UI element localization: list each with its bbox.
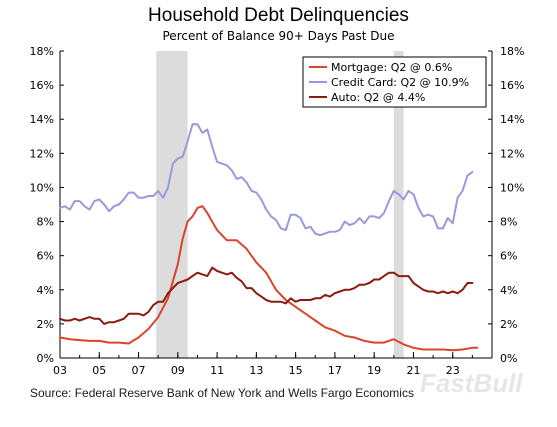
y-tick-label-left: 0% [37, 352, 54, 365]
x-tick-label: 09 [171, 364, 185, 377]
legend-label-3: Auto: Q2 @ 4.4% [331, 91, 425, 104]
x-tick-label: 13 [249, 364, 263, 377]
y-tick-label-right: 2% [500, 318, 517, 331]
y-tick-label-right: 16% [500, 79, 524, 92]
axes: 0% 0% 2% 2% 4% 4% 6% 6% 8% 8% 10% 10% 12% 12% 14% 14% 16… [30, 45, 525, 377]
y-tick-label-right: 18% [500, 45, 524, 58]
x-tick-label: 21 [406, 364, 420, 377]
watermark-logo: FastBull [420, 368, 523, 398]
x-tick-label: 23 [446, 364, 460, 377]
y-tick-label-left: 16% [30, 79, 54, 92]
x-tick-label: 15 [289, 364, 303, 377]
y-tick-label-left: 8% [37, 216, 54, 229]
y-tick-label-right: 10% [500, 181, 524, 194]
x-tick-label: 05 [92, 364, 106, 377]
x-tick-label: 03 [53, 364, 67, 377]
legend-label-1: Mortgage: Q2 @ 0.6% [331, 61, 452, 74]
chart-source-note: Source: Federal Reserve Bank of New York… [30, 386, 414, 400]
series-line-2 [59, 123, 474, 237]
legend-box [302, 56, 487, 108]
y-tick-label-left: 14% [30, 113, 54, 126]
y-tick-label-right: 4% [500, 284, 517, 297]
y-tick-label-left: 18% [30, 45, 54, 58]
recession-shading-layer [156, 51, 404, 358]
series-lines [59, 123, 479, 352]
legend-label-2: Credit Card: Q2 @ 10.9% [331, 76, 469, 89]
x-tick-label: 07 [132, 364, 146, 377]
y-tick-label-left: 2% [37, 318, 54, 331]
y-tick-label-left: 6% [37, 250, 54, 263]
y-tick-label-left: 4% [37, 284, 54, 297]
chart-subtitle: Percent of Balance 90+ Days Past Due [162, 29, 395, 43]
y-tick-label-left: 10% [30, 181, 54, 194]
y-tick-label-right: 0% [500, 352, 517, 365]
x-tick-label: 17 [328, 364, 342, 377]
y-tick-label-right: 6% [500, 250, 517, 263]
x-tick-label: 19 [367, 364, 381, 377]
recession-bar-2 [393, 51, 404, 358]
y-tick-label-left: 12% [30, 147, 54, 160]
series-line-3 [59, 266, 474, 325]
y-tick-label-right: 14% [500, 113, 524, 126]
legend: Mortgage: Q2 @ 0.6% Credit Card: Q2 @ 10.… [302, 56, 487, 108]
chart-title: Household Debt Delinquencies [148, 5, 409, 26]
recession-bar-1 [156, 51, 188, 358]
y-tick-label-right: 12% [500, 147, 524, 160]
series-line-1 [59, 205, 479, 352]
x-tick-label: 11 [210, 364, 224, 377]
y-tick-label-right: 8% [500, 216, 517, 229]
